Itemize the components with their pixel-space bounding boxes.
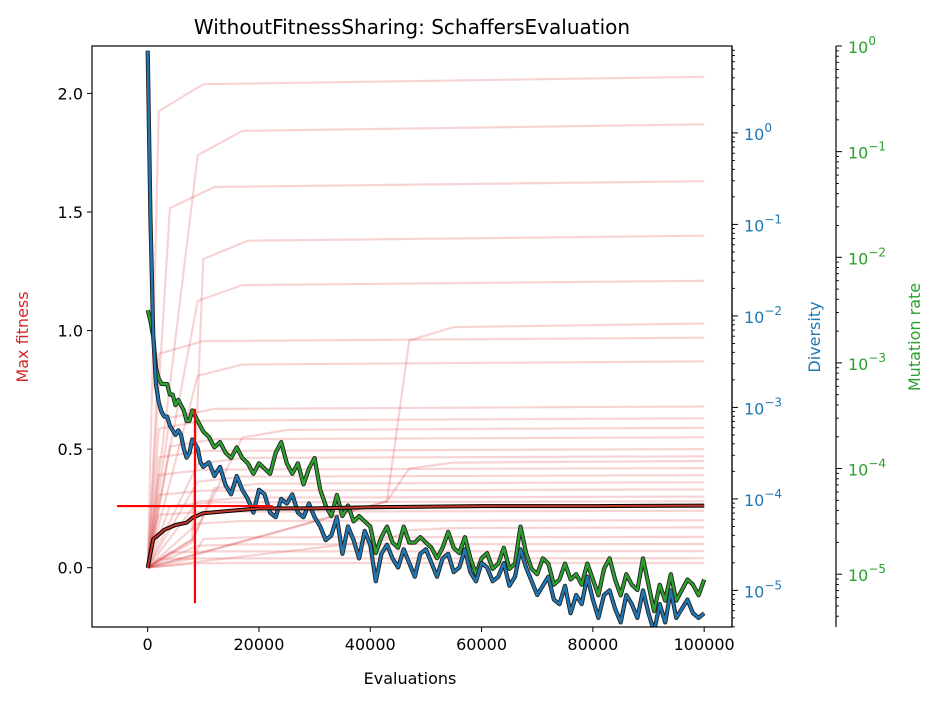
fitness-run-line	[146, 417, 705, 568]
left-axis-label: Max fitness	[13, 291, 32, 382]
mutation-axis-tick-label: 100	[848, 34, 876, 57]
mutation-axis-tick-label: 10−3	[848, 351, 886, 374]
diversity-axis-tick-base: 10	[744, 582, 764, 601]
diversity-axis-tick-exponent: −4	[764, 487, 782, 501]
mutation-axis-tick-label: 10−4	[848, 457, 886, 480]
mutation-axis-tick-label: 10−5	[848, 562, 886, 585]
left-tick-label: 0.5	[58, 440, 83, 459]
fitness-run-line	[146, 488, 705, 568]
mutation-axis-tick-label: 10−1	[848, 140, 886, 163]
diversity-axis-tick-base: 10	[744, 125, 764, 144]
mutation-axis-tick-exponent: −2	[868, 245, 886, 259]
left-tick-label: 0.0	[58, 559, 83, 578]
diversity-axis-tick-exponent: 0	[764, 121, 772, 135]
diversity-axis-tick-label: 10−2	[744, 304, 782, 327]
fitness-run-line	[146, 360, 705, 568]
mutation-axis-tick-exponent: −4	[868, 457, 886, 471]
diversity-axis-tick-label: 10−1	[744, 212, 782, 235]
x-tick-label: 0	[143, 635, 153, 654]
mutation-axis-tick-label: 10−2	[848, 245, 886, 268]
diversity-axis-tick-label: 100	[744, 121, 772, 144]
mutation-axis-tick-exponent: −5	[868, 562, 886, 576]
fitness-run-line	[146, 455, 705, 569]
left-tick-label: 1.0	[58, 322, 83, 341]
mutation-axis-tick-base: 10	[848, 144, 868, 163]
x-tick-label: 20000	[234, 635, 285, 654]
fitness-run-line	[146, 495, 705, 569]
chart-title: WithoutFitnessSharing: SchaffersEvaluati…	[194, 15, 630, 39]
fitness-run-line	[147, 542, 705, 569]
mutation-axis-tick-base: 10	[848, 249, 868, 268]
diversity-axis-tick-label: 10−4	[744, 487, 782, 510]
fitness-run-line	[146, 519, 705, 569]
mutation-axis-tick-exponent: −3	[868, 351, 886, 365]
diversity-axis-tick-label: 10−5	[744, 578, 782, 601]
mutation-rate-line	[146, 309, 706, 613]
fitness-run-line	[146, 448, 705, 568]
diversity-axis-label: Diversity	[805, 301, 824, 372]
mutation-axis-label: Mutation rate	[905, 283, 924, 391]
fitness-run-line	[147, 481, 705, 569]
mutation-axis-tick-base: 10	[848, 461, 868, 480]
mutation-axis-tick-base: 10	[848, 355, 868, 374]
fitness-run-line	[146, 336, 705, 568]
crosshair-marker	[117, 408, 273, 604]
diversity-axis-tick-exponent: −5	[764, 578, 782, 592]
diversity-axis-tick-base: 10	[744, 216, 764, 235]
mutation-axis-tick-base: 10	[848, 566, 868, 585]
mutation-axis-tick-base: 10	[848, 38, 868, 57]
fitness-run-line	[146, 123, 705, 568]
axes: 0 20000 40000 60000 80000 100000 0.0 0.5 1.0 1.5 2…	[58, 34, 887, 654]
series-lines	[145, 50, 707, 627]
left-tick-label: 1.5	[58, 203, 83, 222]
mutation-axis-tick-exponent: 0	[868, 34, 876, 48]
fitness-run-line	[146, 467, 705, 568]
diversity-axis-tick-base: 10	[744, 308, 764, 327]
x-tick-label: 80000	[567, 635, 618, 654]
x-tick-label: 40000	[345, 635, 396, 654]
fitness-run-line	[147, 426, 705, 569]
mutation-axis-tick-exponent: −1	[868, 140, 886, 154]
x-tick-label: 100000	[674, 635, 735, 654]
diversity-axis-tick-label: 10−3	[744, 395, 782, 418]
fitness-run-line	[147, 557, 705, 569]
fitness-run-line	[147, 322, 705, 569]
diversity-axis-tick-exponent: −2	[764, 304, 782, 318]
diversity-axis-tick-exponent: −1	[764, 212, 782, 226]
fitness-run-line	[147, 459, 705, 569]
fitness-run-line	[147, 234, 705, 569]
mean-fitness-line	[146, 504, 705, 568]
diversity-axis-tick-exponent: −3	[764, 395, 782, 409]
diversity-line	[146, 50, 705, 627]
diversity-axis-tick-base: 10	[744, 491, 764, 510]
fitness-run-line	[146, 180, 705, 568]
fitness-run-line	[147, 526, 705, 569]
left-tick-label: 2.0	[58, 84, 83, 103]
x-tick-label: 60000	[456, 635, 507, 654]
x-axis-label: Evaluations	[364, 669, 457, 688]
diversity-axis-tick-base: 10	[744, 399, 764, 418]
